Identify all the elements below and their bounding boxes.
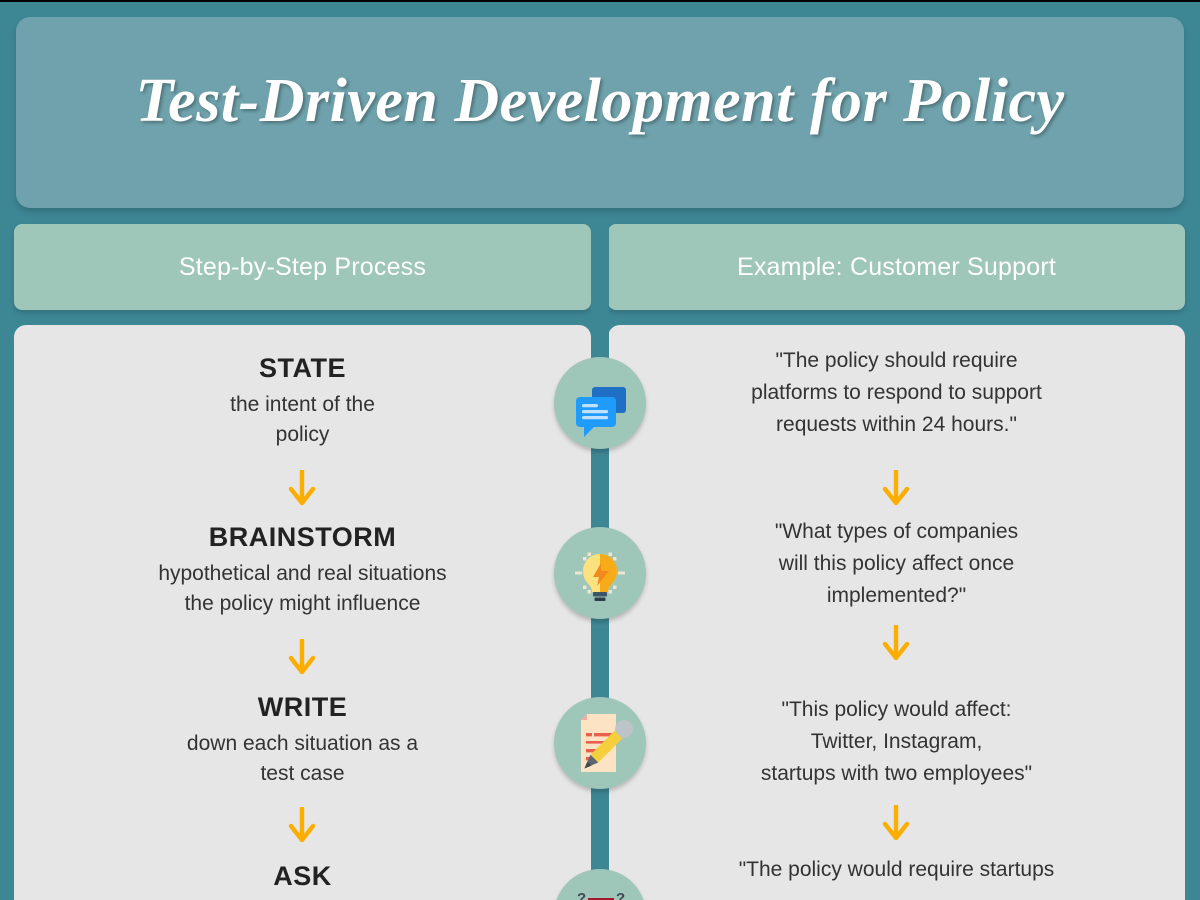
svg-text:?: ?	[616, 890, 625, 900]
svg-text:?: ?	[577, 890, 586, 900]
